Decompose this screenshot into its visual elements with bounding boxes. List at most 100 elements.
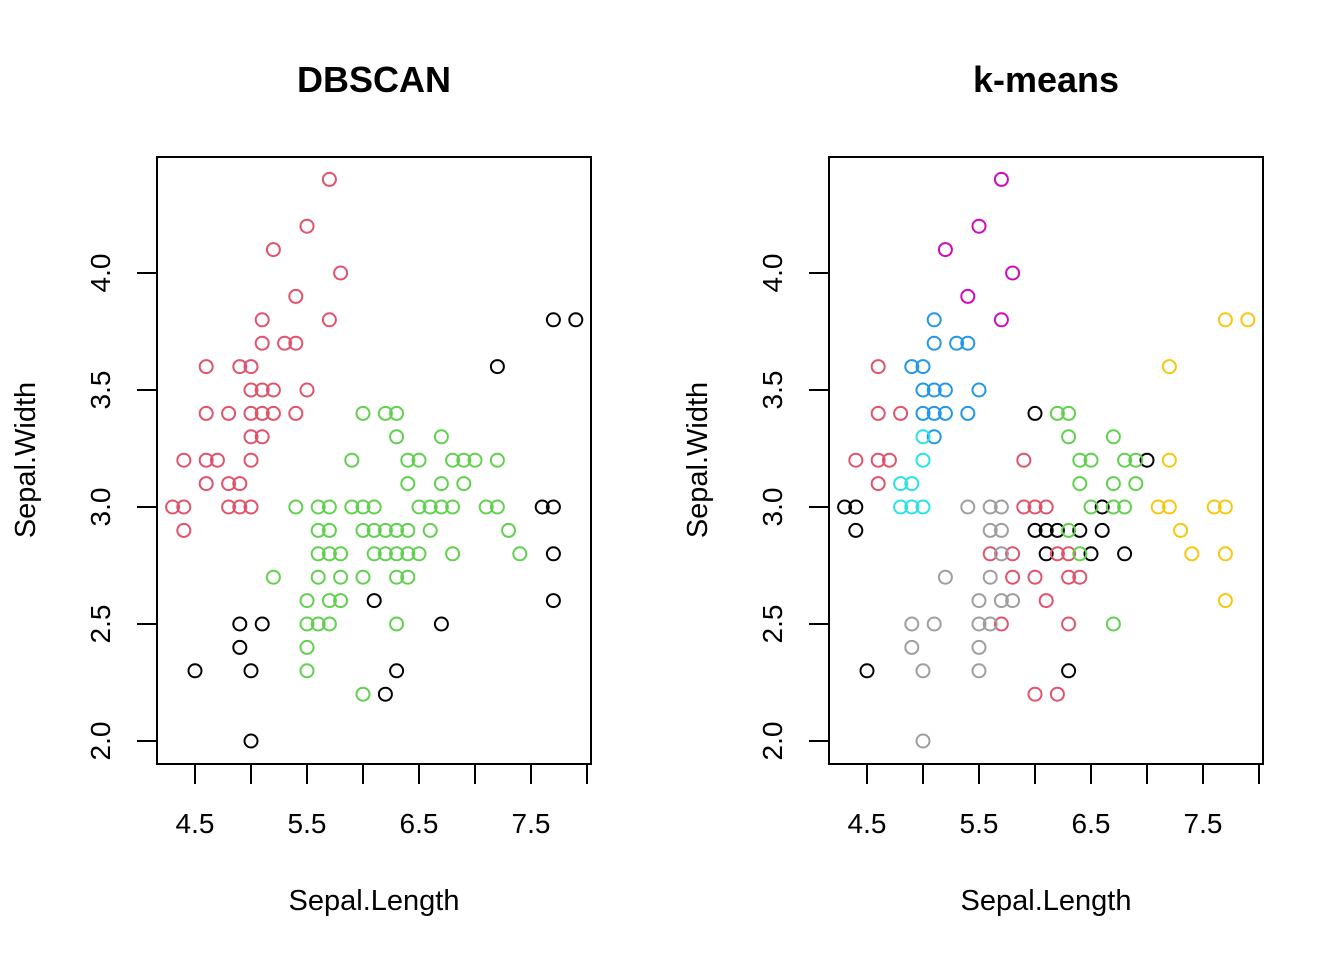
data-point-cluster-3: [960, 335, 976, 351]
data-point-cluster-7: [993, 499, 1009, 515]
data-point-cluster-4: [904, 476, 920, 492]
data-point-cluster-2: [344, 499, 360, 515]
data-point-cluster-2: [333, 593, 349, 609]
data-point-cluster-7: [960, 499, 976, 515]
data-point-cluster-0: [848, 499, 864, 515]
data-point-cluster-5: [993, 312, 1009, 328]
data-point-cluster-0: [1038, 522, 1054, 538]
data-point-cluster-2: [389, 522, 405, 538]
data-point-cluster-3: [926, 312, 942, 328]
y-tick-label: 2.0: [85, 722, 116, 761]
data-point-cluster-2: [355, 569, 371, 585]
data-point-cluster-3: [915, 359, 931, 375]
data-point-cluster-1: [321, 312, 337, 328]
data-point-cluster-1: [254, 429, 270, 445]
data-point-cluster-7: [915, 733, 931, 749]
data-point-cluster-2: [456, 476, 472, 492]
data-point-cluster-6: [1217, 593, 1233, 609]
dbscan-panel: DBSCAN Sepal.Length Sepal.Width 4.5 5.5 6.…: [10, 59, 592, 917]
data-point-cluster-2: [344, 452, 360, 468]
y-tick-label: 3.5: [757, 371, 788, 410]
data-point-cluster-5: [937, 242, 953, 258]
data-point-cluster-3: [960, 405, 976, 421]
data-point-cluster-3: [926, 335, 942, 351]
data-point-cluster-0: [1049, 522, 1065, 538]
data-point-cluster-2: [400, 476, 416, 492]
data-point-cluster-2: [366, 499, 382, 515]
data-point-cluster-3: [949, 335, 965, 351]
data-point-cluster-2: [1049, 405, 1065, 421]
data-point-cluster-2: [411, 452, 427, 468]
data-point-cluster-7: [993, 522, 1009, 538]
data-point-cluster-1: [254, 382, 270, 398]
x-axis-label: Sepal.Length: [289, 885, 460, 917]
data-point-cluster-2: [400, 452, 416, 468]
data-point-cluster-1: [1049, 686, 1065, 702]
data-point-cluster-2: [400, 522, 416, 538]
data-point-cluster-2: [411, 546, 427, 562]
data-point-cluster-2: [1105, 499, 1121, 515]
data-point-cluster-7: [982, 522, 998, 538]
data-point-cluster-1: [176, 522, 192, 538]
data-point-cluster-1: [333, 265, 349, 281]
data-point-cluster-2: [400, 546, 416, 562]
data-point-cluster-0: [859, 663, 875, 679]
data-point-cluster-1: [198, 405, 214, 421]
x-tick-label: 4.5: [176, 808, 215, 839]
data-point-cluster-1: [288, 335, 304, 351]
data-point-cluster-4: [893, 476, 909, 492]
chart-title: DBSCAN: [297, 59, 451, 100]
data-point-cluster-7: [971, 639, 987, 655]
data-point-cluster-0: [232, 616, 248, 632]
data-point-cluster-2: [389, 405, 405, 421]
data-point-cluster-4: [915, 429, 931, 445]
x-tick-label: 5.5: [960, 808, 999, 839]
data-point-cluster-2: [1128, 476, 1144, 492]
y-tick-label: 3.5: [85, 371, 116, 410]
data-point-cluster-2: [366, 546, 382, 562]
data-point-cluster-1: [870, 452, 886, 468]
data-point-cluster-1: [288, 405, 304, 421]
x-tick-label: 7.5: [1184, 808, 1223, 839]
plot-frame: [156, 156, 592, 765]
data-point-cluster-1: [165, 499, 181, 515]
data-point-cluster-2: [1117, 452, 1133, 468]
data-point-cluster-7: [982, 499, 998, 515]
data-point-cluster-7: [971, 663, 987, 679]
data-point-cluster-1: [993, 616, 1009, 632]
data-point-cluster-6: [1161, 359, 1177, 375]
data-point-cluster-1: [893, 405, 909, 421]
data-point-cluster-7: [904, 639, 920, 655]
data-point-cluster-0: [254, 616, 270, 632]
x-tick-label: 6.5: [1072, 808, 1111, 839]
data-point-cluster-1: [870, 359, 886, 375]
data-point-cluster-2: [1061, 429, 1077, 445]
data-point-cluster-2: [433, 476, 449, 492]
data-point-cluster-7: [982, 569, 998, 585]
data-point-cluster-2: [310, 569, 326, 585]
data-point-cluster-0: [1094, 499, 1110, 515]
data-point-cluster-2: [321, 616, 337, 632]
data-point-cluster-3: [926, 429, 942, 445]
data-point-cluster-1: [1038, 499, 1054, 515]
data-point-cluster-1: [221, 499, 237, 515]
data-point-cluster-6: [1217, 312, 1233, 328]
data-point-cluster-2: [445, 452, 461, 468]
data-point-cluster-2: [321, 499, 337, 515]
data-point-cluster-1: [299, 218, 315, 234]
data-point-cluster-2: [1105, 616, 1121, 632]
data-point-cluster-1: [243, 429, 259, 445]
data-point-cluster-2: [1128, 452, 1144, 468]
data-point-cluster-1: [209, 452, 225, 468]
data-point-cluster-0: [568, 312, 584, 328]
data-point-cluster-2: [489, 499, 505, 515]
data-point-cluster-2: [400, 569, 416, 585]
data-point-cluster-2: [1105, 429, 1121, 445]
data-point-cluster-7: [993, 593, 1009, 609]
data-point-cluster-2: [299, 593, 315, 609]
data-point-cluster-2: [389, 429, 405, 445]
data-point-cluster-2: [299, 639, 315, 655]
data-point-cluster-2: [310, 499, 326, 515]
data-point-cluster-2: [377, 405, 393, 421]
data-point-cluster-4: [915, 499, 931, 515]
